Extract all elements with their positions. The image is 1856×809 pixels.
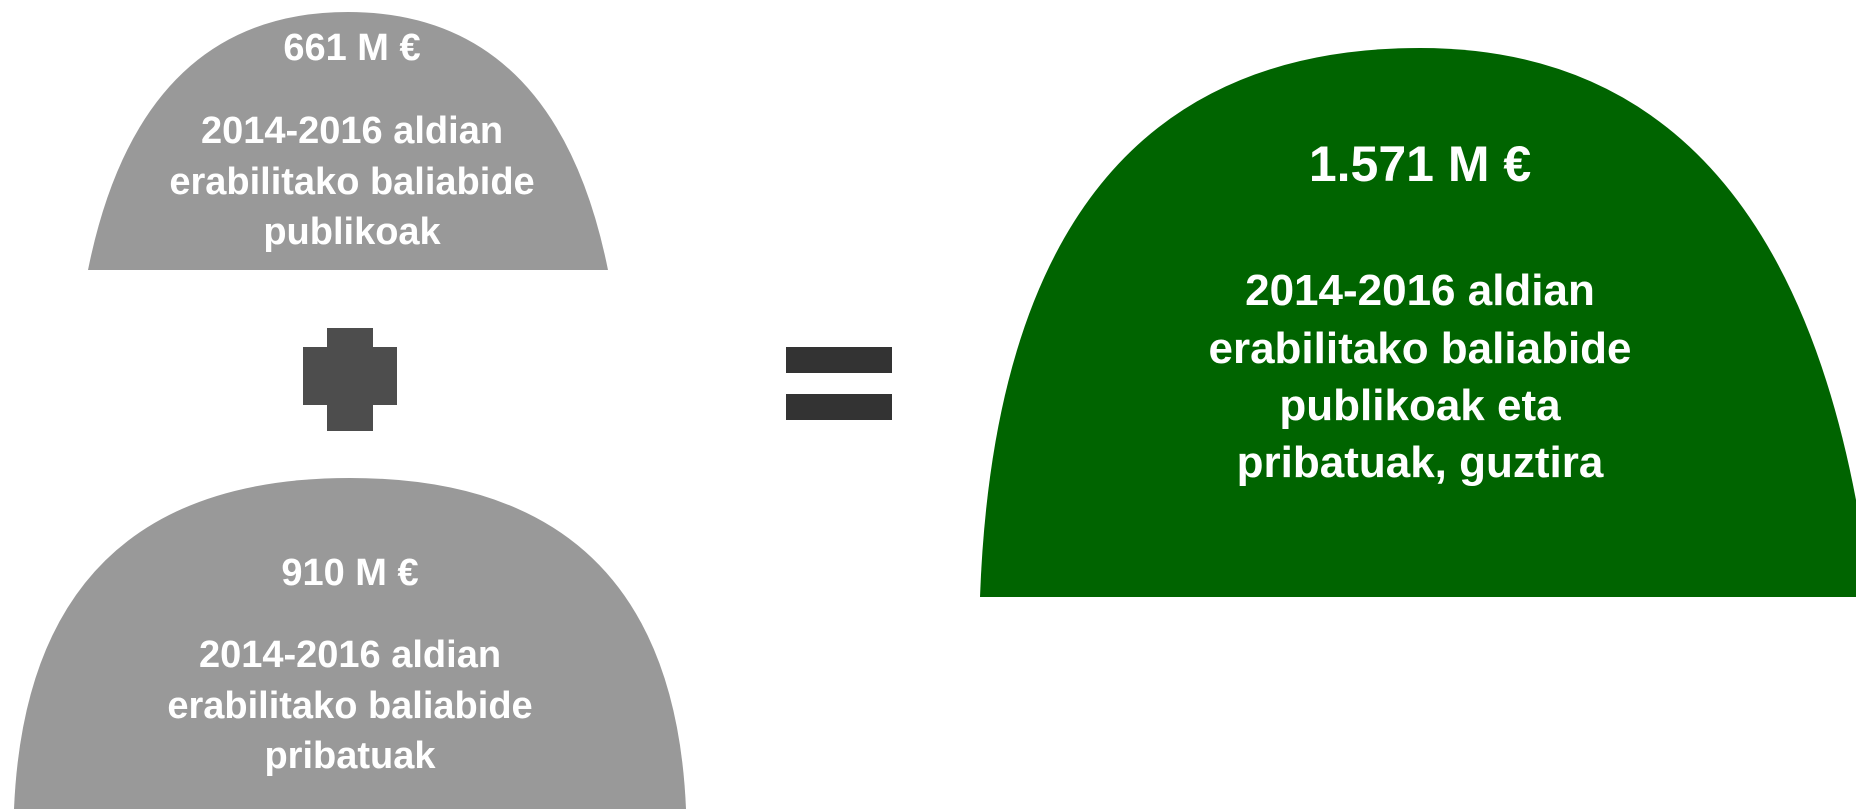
- total-amount: 1.571 M €: [1309, 136, 1531, 192]
- private-amount: 910 M €: [281, 552, 418, 594]
- public-resources-dome: 661 M € 2014-2016 aldian erabilitako bal…: [88, 12, 608, 270]
- public-description-line-1: 2014-2016 aldian: [201, 110, 503, 152]
- total-description-line-2: erabilitako baliabide: [1208, 324, 1631, 373]
- private-resources-dome: 910 M € 2014-2016 aldian erabilitako bal…: [14, 478, 686, 809]
- total-description-line-4: pribatuak, guztira: [1237, 438, 1604, 487]
- public-amount: 661 M €: [283, 27, 420, 69]
- total-dome-shape: [980, 48, 1856, 597]
- total-description-line-3: publikoak eta: [1279, 381, 1561, 430]
- private-description-line-1: 2014-2016 aldian: [199, 634, 501, 676]
- public-description-line-3: publikoak: [263, 211, 441, 253]
- private-dome-shape: [14, 478, 686, 809]
- public-description-line-2: erabilitako baliabide: [169, 161, 534, 203]
- private-description-line-2: erabilitako baliabide: [167, 685, 532, 727]
- total-resources-dome: 1.571 M € 2014-2016 aldian erabilitako b…: [980, 48, 1856, 597]
- equals-top-bar: [786, 347, 892, 373]
- total-description-line-1: 2014-2016 aldian: [1245, 266, 1595, 315]
- equals-icon: [786, 347, 892, 420]
- plus-icon: [303, 328, 397, 431]
- equals-bottom-bar: [786, 394, 892, 420]
- private-description-line-3: pribatuak: [264, 735, 436, 777]
- public-dome-shape: [88, 12, 608, 270]
